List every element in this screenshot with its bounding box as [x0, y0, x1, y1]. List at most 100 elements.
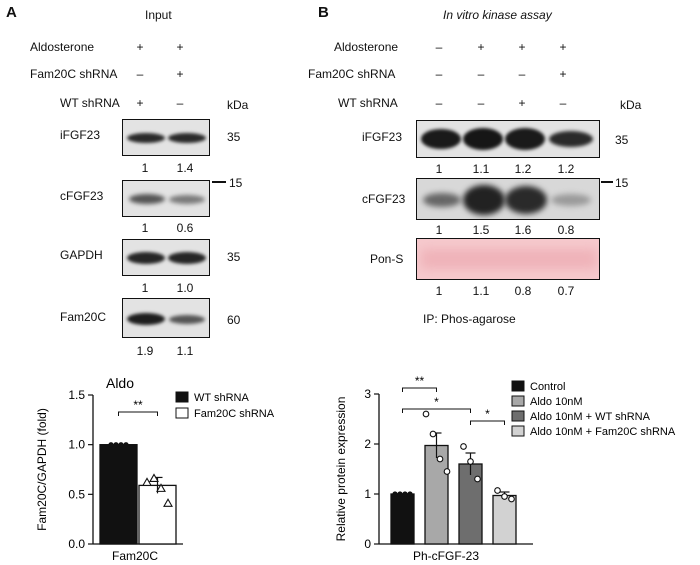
data-point [123, 442, 129, 448]
panel-a-sign: – [176, 96, 184, 110]
panel-a-quant: 0.6 [176, 221, 194, 235]
panel-a-sign: + [176, 67, 184, 81]
x-category-label: Fam20C [112, 549, 158, 563]
y-tick-label: 1.0 [68, 438, 85, 452]
panel-a-mw: 35 [227, 130, 241, 144]
panel-a-sign: – [136, 67, 144, 81]
panel-b-blot-label-ifgf23: iFGF23 [362, 130, 403, 144]
panel-b-quant: 0.7 [557, 284, 575, 298]
data-point [501, 493, 508, 500]
panel-b-row-fam20c-label: Fam20C shRNA [308, 67, 396, 81]
panel-b-letter: B [318, 4, 329, 21]
chart-a: 0.0 0.5 1.0 1.5 Fam20C/GAPDH (fold) Aldo Fam20… [35, 375, 275, 563]
panel-b-sign: – [435, 96, 443, 110]
y-tick-label: 0.0 [68, 537, 85, 551]
panel-b-sign: – [477, 96, 485, 110]
panel-a-sign: + [136, 96, 144, 110]
y-axis-label: Relative protein expression [334, 397, 348, 542]
data-point [113, 442, 119, 448]
y-tick-label: 0.5 [68, 487, 85, 501]
panel-a-quant: 1 [141, 281, 149, 295]
data-point [422, 410, 430, 418]
data-point [467, 458, 474, 465]
panel-a-row-aldosterone-label: Aldosterone [30, 40, 95, 54]
legend-swatch [511, 425, 525, 437]
legend-label: Aldo 10nM [530, 396, 583, 408]
panel-b-sign: + [477, 40, 485, 54]
legend-label: Aldo 10nM + WT shRNA [530, 411, 651, 423]
significance-bracket [402, 408, 471, 413]
panel-b-title: In vitro kinase assay [443, 8, 552, 22]
y-tick-label: 0 [364, 537, 371, 551]
data-point [392, 491, 398, 497]
panel-b-quant: 1.1 [472, 284, 490, 298]
panel-b-marker-tick [601, 181, 613, 183]
panel-b-quant: 1.2 [514, 162, 532, 176]
data-point [118, 442, 124, 448]
panel-b-blot-label-pons: Pon-S [370, 252, 404, 266]
panel-b-quant: 1.1 [472, 162, 490, 176]
panel-a-quant: 1.1 [176, 344, 194, 358]
legend-label: Control [530, 381, 565, 393]
bar [424, 444, 449, 545]
data-point [474, 475, 481, 483]
y-tick-label: 1 [364, 487, 371, 501]
data-point [494, 487, 501, 494]
data-point [407, 491, 413, 497]
legend-swatch [175, 407, 189, 419]
panel-a-blot-label-gapdh: GAPDH [60, 248, 103, 262]
panel-b-sign: – [435, 40, 443, 54]
panel-a-sign: + [136, 40, 144, 54]
panel-b-blot-pons [416, 238, 600, 280]
bar [99, 444, 138, 545]
panel-b-quant: 0.8 [514, 284, 532, 298]
panel-b-quant: 1 [435, 284, 443, 298]
panel-a-blot-fam20c [122, 298, 210, 338]
panel-b-blot-cfgf23 [416, 178, 600, 220]
y-tick-label: 1.5 [68, 388, 85, 402]
y-tick-label: 3 [364, 387, 371, 401]
y-axis-label: Fam20C/GAPDH (fold) [35, 408, 49, 531]
panel-b-mw: 35 [615, 133, 629, 147]
legend-label: WT shRNA [194, 392, 249, 404]
significance-bracket [470, 420, 505, 425]
panel-a-blot-label-ifgf23: iFGF23 [60, 128, 101, 142]
panel-b-blot-ifgf23 [416, 120, 600, 158]
legend-swatch [511, 395, 525, 407]
x-category-label: Ph-cFGF-23 [413, 549, 479, 563]
y-tick-label: 2 [364, 437, 371, 451]
data-point [142, 477, 152, 486]
panel-a-mw: 15 [229, 176, 243, 190]
data-point [443, 468, 451, 475]
panel-b-mw: 15 [615, 176, 629, 190]
data-point [397, 491, 403, 497]
panel-a-row-wt-label: WT shRNA [60, 96, 120, 110]
panel-a-title: Input [145, 8, 172, 22]
panel-b-quant: 1 [435, 162, 443, 176]
significance-bracket [402, 387, 437, 392]
panel-b-quant: 1 [435, 223, 443, 237]
data-point [429, 430, 437, 438]
panel-a-sign: + [176, 40, 184, 54]
panel-b-sign: + [518, 40, 526, 54]
panel-b-quant: 1.2 [557, 162, 575, 176]
chart-b: 0 1 2 3 Relative protein expression Ph-cFGF-2… [334, 374, 676, 563]
legend-label: Fam20C shRNA [194, 408, 275, 420]
data-point [436, 455, 444, 463]
panel-b-sign: + [518, 96, 526, 110]
panel-a-blot-label-cfgf23: cFGF23 [60, 189, 104, 203]
panel-b-blot-label-cfgf23: cFGF23 [362, 192, 406, 206]
panel-b-sign: – [559, 96, 567, 110]
bar [492, 494, 517, 545]
panel-b-sign: – [435, 67, 443, 81]
panel-a-blot-ifgf23 [122, 119, 210, 156]
data-point [156, 483, 166, 492]
panel-b-sign: – [518, 67, 526, 81]
significance-label: ** [415, 374, 425, 388]
data-point [163, 498, 173, 507]
bar [138, 484, 177, 545]
panel-a-quant: 1.4 [176, 161, 194, 175]
panel-a-quant: 1 [141, 161, 149, 175]
panel-a-blot-gapdh [122, 239, 210, 276]
panel-b-row-wt-label: WT shRNA [338, 96, 398, 110]
